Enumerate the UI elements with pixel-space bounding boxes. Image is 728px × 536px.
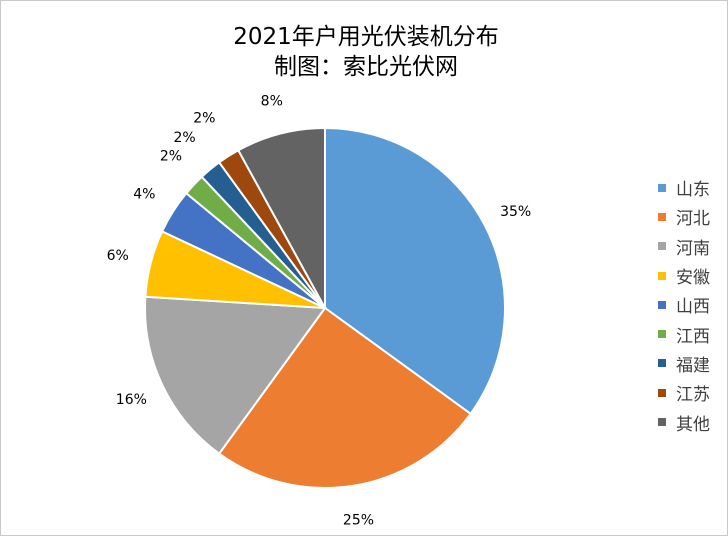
legend-label: 山东 (676, 180, 710, 201)
pie-slice-其他 (236, 126, 326, 309)
pie-slice-河北 (217, 306, 473, 489)
legend-label: 河北 (676, 209, 710, 230)
legend-item: 江苏 (658, 378, 710, 407)
legend-swatch (658, 418, 666, 427)
legend-item: 其他 (658, 407, 710, 436)
chart-subtitle: 制图：索比光伏网 (274, 54, 458, 80)
data-label: 25% (343, 512, 374, 528)
data-label: 6% (107, 248, 129, 264)
legend-swatch (658, 212, 666, 221)
legend-item: 山东 (658, 173, 710, 202)
data-label: 16% (116, 392, 147, 408)
data-label: 2% (193, 110, 215, 126)
legend-swatch (658, 242, 666, 251)
legend-label: 江西 (676, 326, 710, 347)
legend-label: 福建 (676, 355, 710, 376)
legend-label: 山西 (676, 297, 710, 318)
legend-item: 福建 (658, 349, 710, 378)
data-label: 4% (133, 186, 155, 202)
legend-swatch (658, 330, 666, 339)
legend-label: 安徽 (676, 268, 710, 289)
legend-item: 安徽 (658, 261, 710, 290)
pie-slice-河南 (144, 295, 327, 456)
pie-slice-山东 (324, 126, 506, 416)
legend-label: 其他 (676, 414, 710, 435)
chart-title: 2021年户用光伏装机分布 (233, 24, 499, 50)
legend-swatch (658, 388, 666, 397)
legend-item: 河北 (658, 202, 710, 231)
data-label: 2% (160, 149, 182, 165)
legend-swatch (658, 300, 666, 309)
legend-swatch (658, 183, 666, 192)
data-label: 8% (261, 94, 283, 110)
legend-item: 山西 (658, 290, 710, 319)
data-label: 35% (500, 204, 531, 220)
legend-item: 河南 (658, 232, 710, 261)
legend: 山东河北河南安徽山西江西福建江苏其他 (658, 173, 710, 437)
legend-swatch (658, 271, 666, 280)
data-label: 2% (173, 130, 195, 146)
legend-swatch (658, 359, 666, 368)
legend-item: 江西 (658, 319, 710, 348)
legend-label: 江苏 (676, 385, 710, 406)
legend-label: 河南 (676, 238, 710, 259)
